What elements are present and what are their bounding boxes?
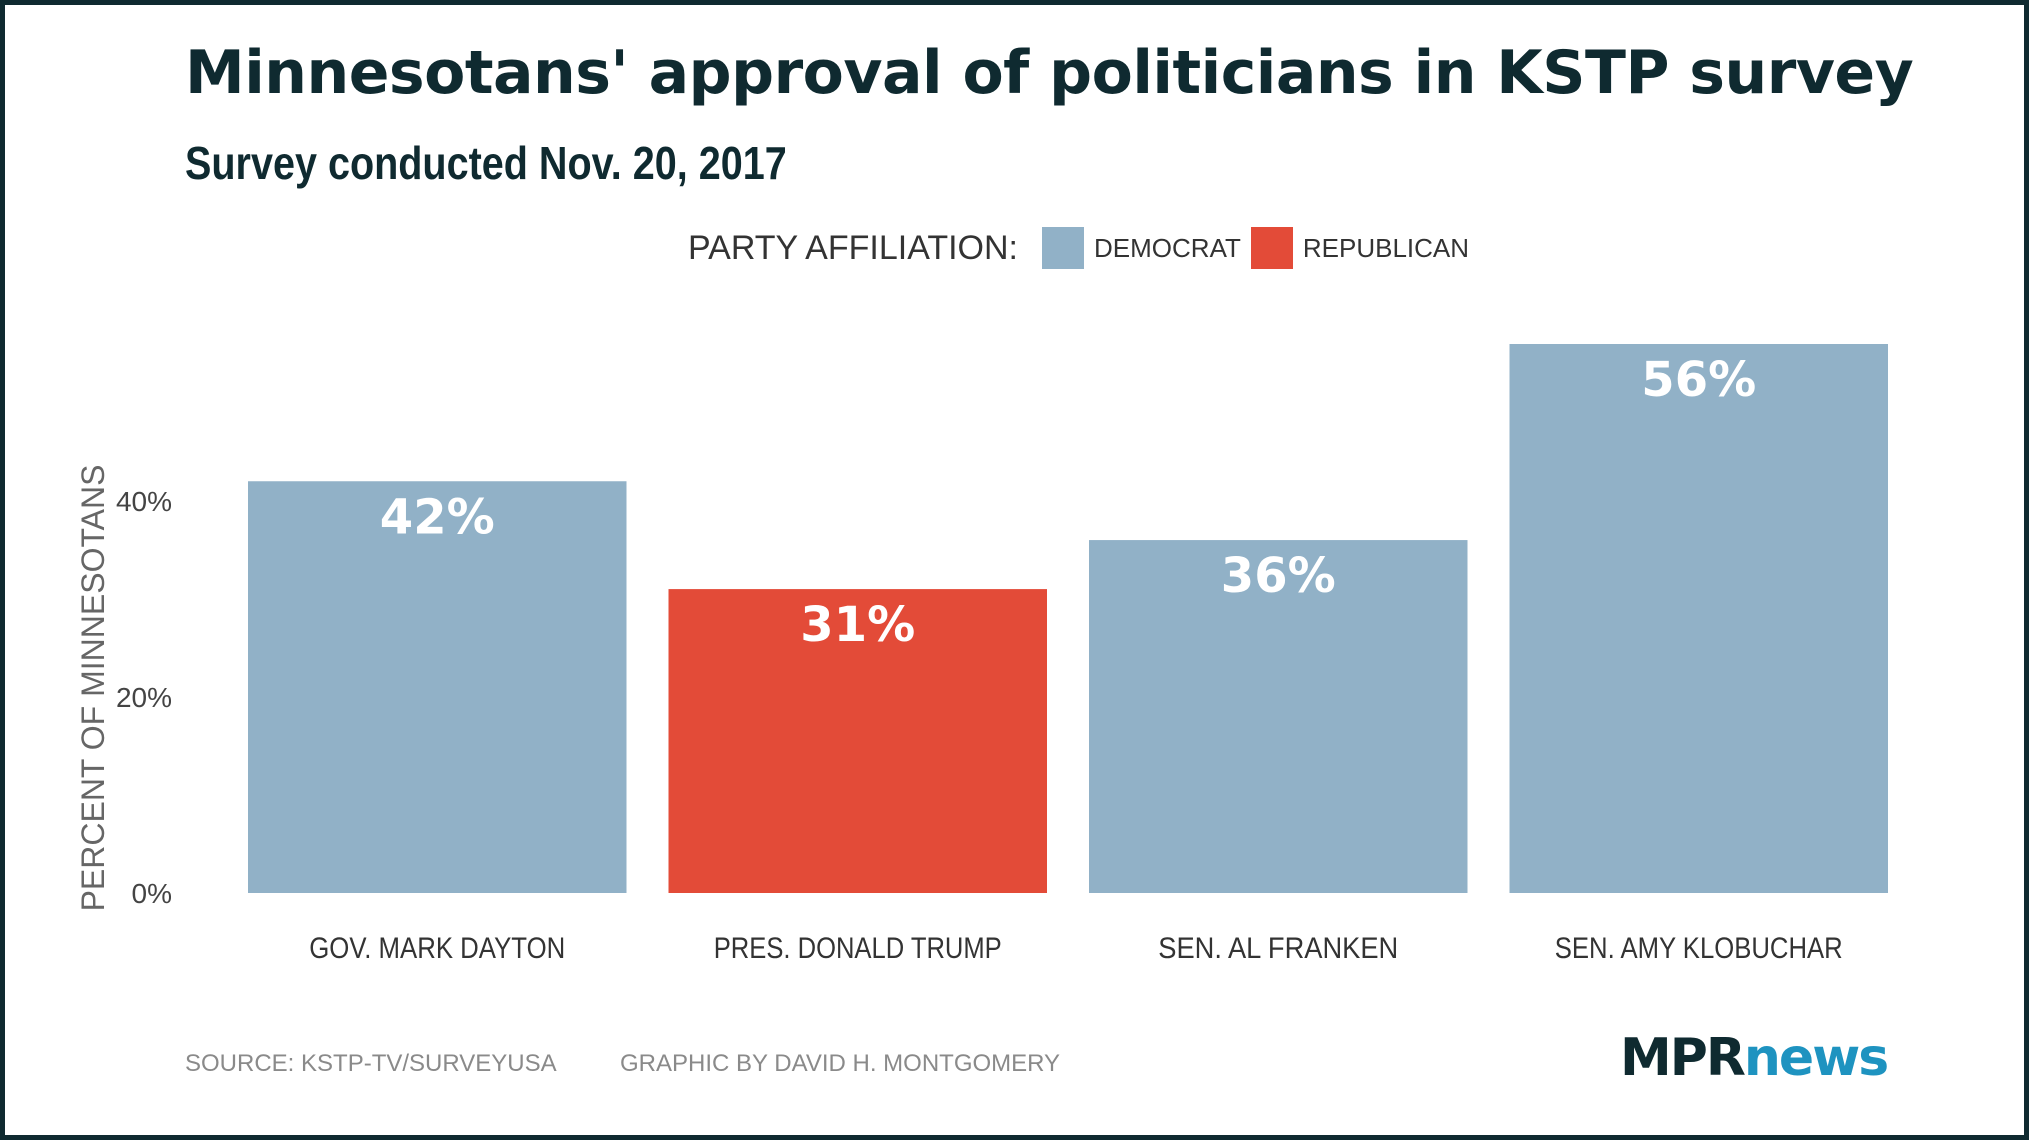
x-tick-label: SEN. AMY KLOBUCHAR [1555,932,1843,965]
x-tick-label: SEN. AL FRANKEN [1158,932,1398,965]
data-label: 42% [380,489,495,545]
source-note: SOURCE: KSTP-TV/SURVEYUSA [185,1050,557,1077]
legend-swatch-republican [1250,227,1293,269]
bar [248,481,627,893]
data-label: 56% [1641,352,1756,408]
bar [668,589,1047,893]
logo-news: news [1743,1028,1889,1088]
bar [1089,540,1468,893]
chart-title: Minnesotans' approval of politicians in … [185,38,1914,108]
y-axis-title: PERCENT OF MINNESOTANS [75,465,111,912]
legend-label-democrat: DEMOCRAT [1094,232,1241,263]
y-tick-label: 0% [132,878,172,909]
y-tick-label: 20% [116,682,172,713]
logo-mpr: MPR [1620,1028,1746,1088]
x-tick-label: GOV. MARK DAYTON [309,932,565,965]
bar [1509,344,1888,893]
x-tick-label: PRES. DONALD TRUMP [714,932,1002,965]
chart-subtitle: Survey conducted Nov. 20, 2017 [185,137,787,189]
legend-swatch-democrat [1042,227,1085,269]
legend: PARTY AFFILIATION: DEMOCRAT REPUBLICAN [688,226,1479,270]
mpr-news-logo: MPRnews [1620,1028,1889,1088]
y-tick-label: 40% [116,486,172,517]
data-label: 36% [1221,548,1336,604]
credit-note: GRAPHIC BY DAVID H. MONTGOMERY [620,1050,1061,1077]
data-label: 31% [800,597,915,653]
legend-title: PARTY AFFILIATION: [688,228,1019,267]
legend-label-republican: REPUBLICAN [1302,232,1470,263]
